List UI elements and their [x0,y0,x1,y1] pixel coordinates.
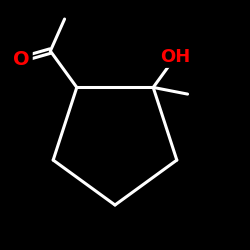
Text: OH: OH [160,48,190,66]
Text: O: O [13,50,30,69]
